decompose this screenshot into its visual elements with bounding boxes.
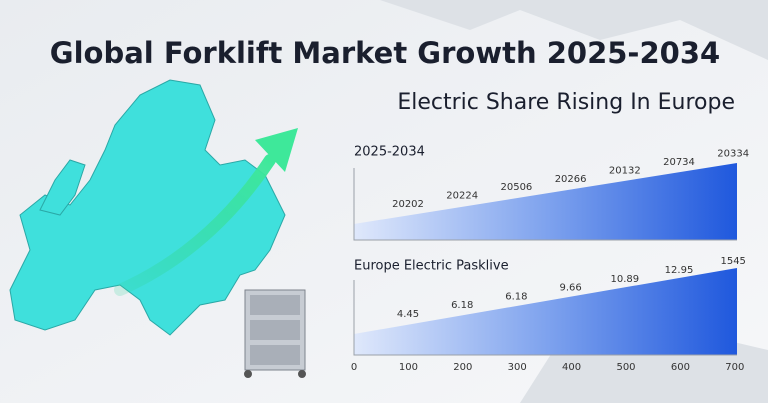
data-label: 20734 [663, 157, 695, 168]
area [354, 163, 737, 240]
growth-arrow [114, 154, 276, 296]
area [354, 268, 737, 355]
panel-frame [353, 168, 737, 241]
data-label: 4.45 [397, 309, 419, 320]
data-label: 20202 [392, 199, 424, 210]
battery-rack-icon [244, 289, 306, 378]
data-label: 1545 [720, 256, 745, 267]
data-label: 10.89 [610, 274, 639, 285]
background-map [380, 0, 768, 403]
data-label: 6.18 [451, 300, 473, 311]
data-label: 20132 [609, 165, 641, 176]
axis-label: 400 [562, 362, 581, 373]
axis-label: 700 [725, 362, 744, 373]
axis-label: 500 [616, 362, 635, 373]
axis-label: 100 [399, 362, 418, 373]
arrow-head [255, 128, 298, 172]
data-label: 9.66 [559, 283, 581, 294]
subtitle: Electric Share Rising In Europe [397, 90, 735, 115]
data-label: 12.95 [665, 265, 694, 276]
panel-frame [353, 280, 737, 356]
axis-label: 300 [508, 362, 527, 373]
data-label: 20224 [446, 191, 478, 202]
data-label: 20506 [500, 182, 532, 193]
axis-label: 0 [351, 362, 357, 373]
data-label: 6.18 [505, 291, 527, 302]
title: Global Forklift Market Growth 2025-2034 [50, 36, 720, 70]
uk-map [39, 159, 86, 216]
axis-label: 200 [453, 362, 472, 373]
data-label: 20266 [555, 174, 587, 185]
panel-title: 2025-2034 [354, 145, 425, 160]
panel-title: Europe Electric Pasklive [354, 259, 509, 274]
data-label: 20334 [717, 149, 749, 160]
axis-label: 600 [671, 362, 690, 373]
